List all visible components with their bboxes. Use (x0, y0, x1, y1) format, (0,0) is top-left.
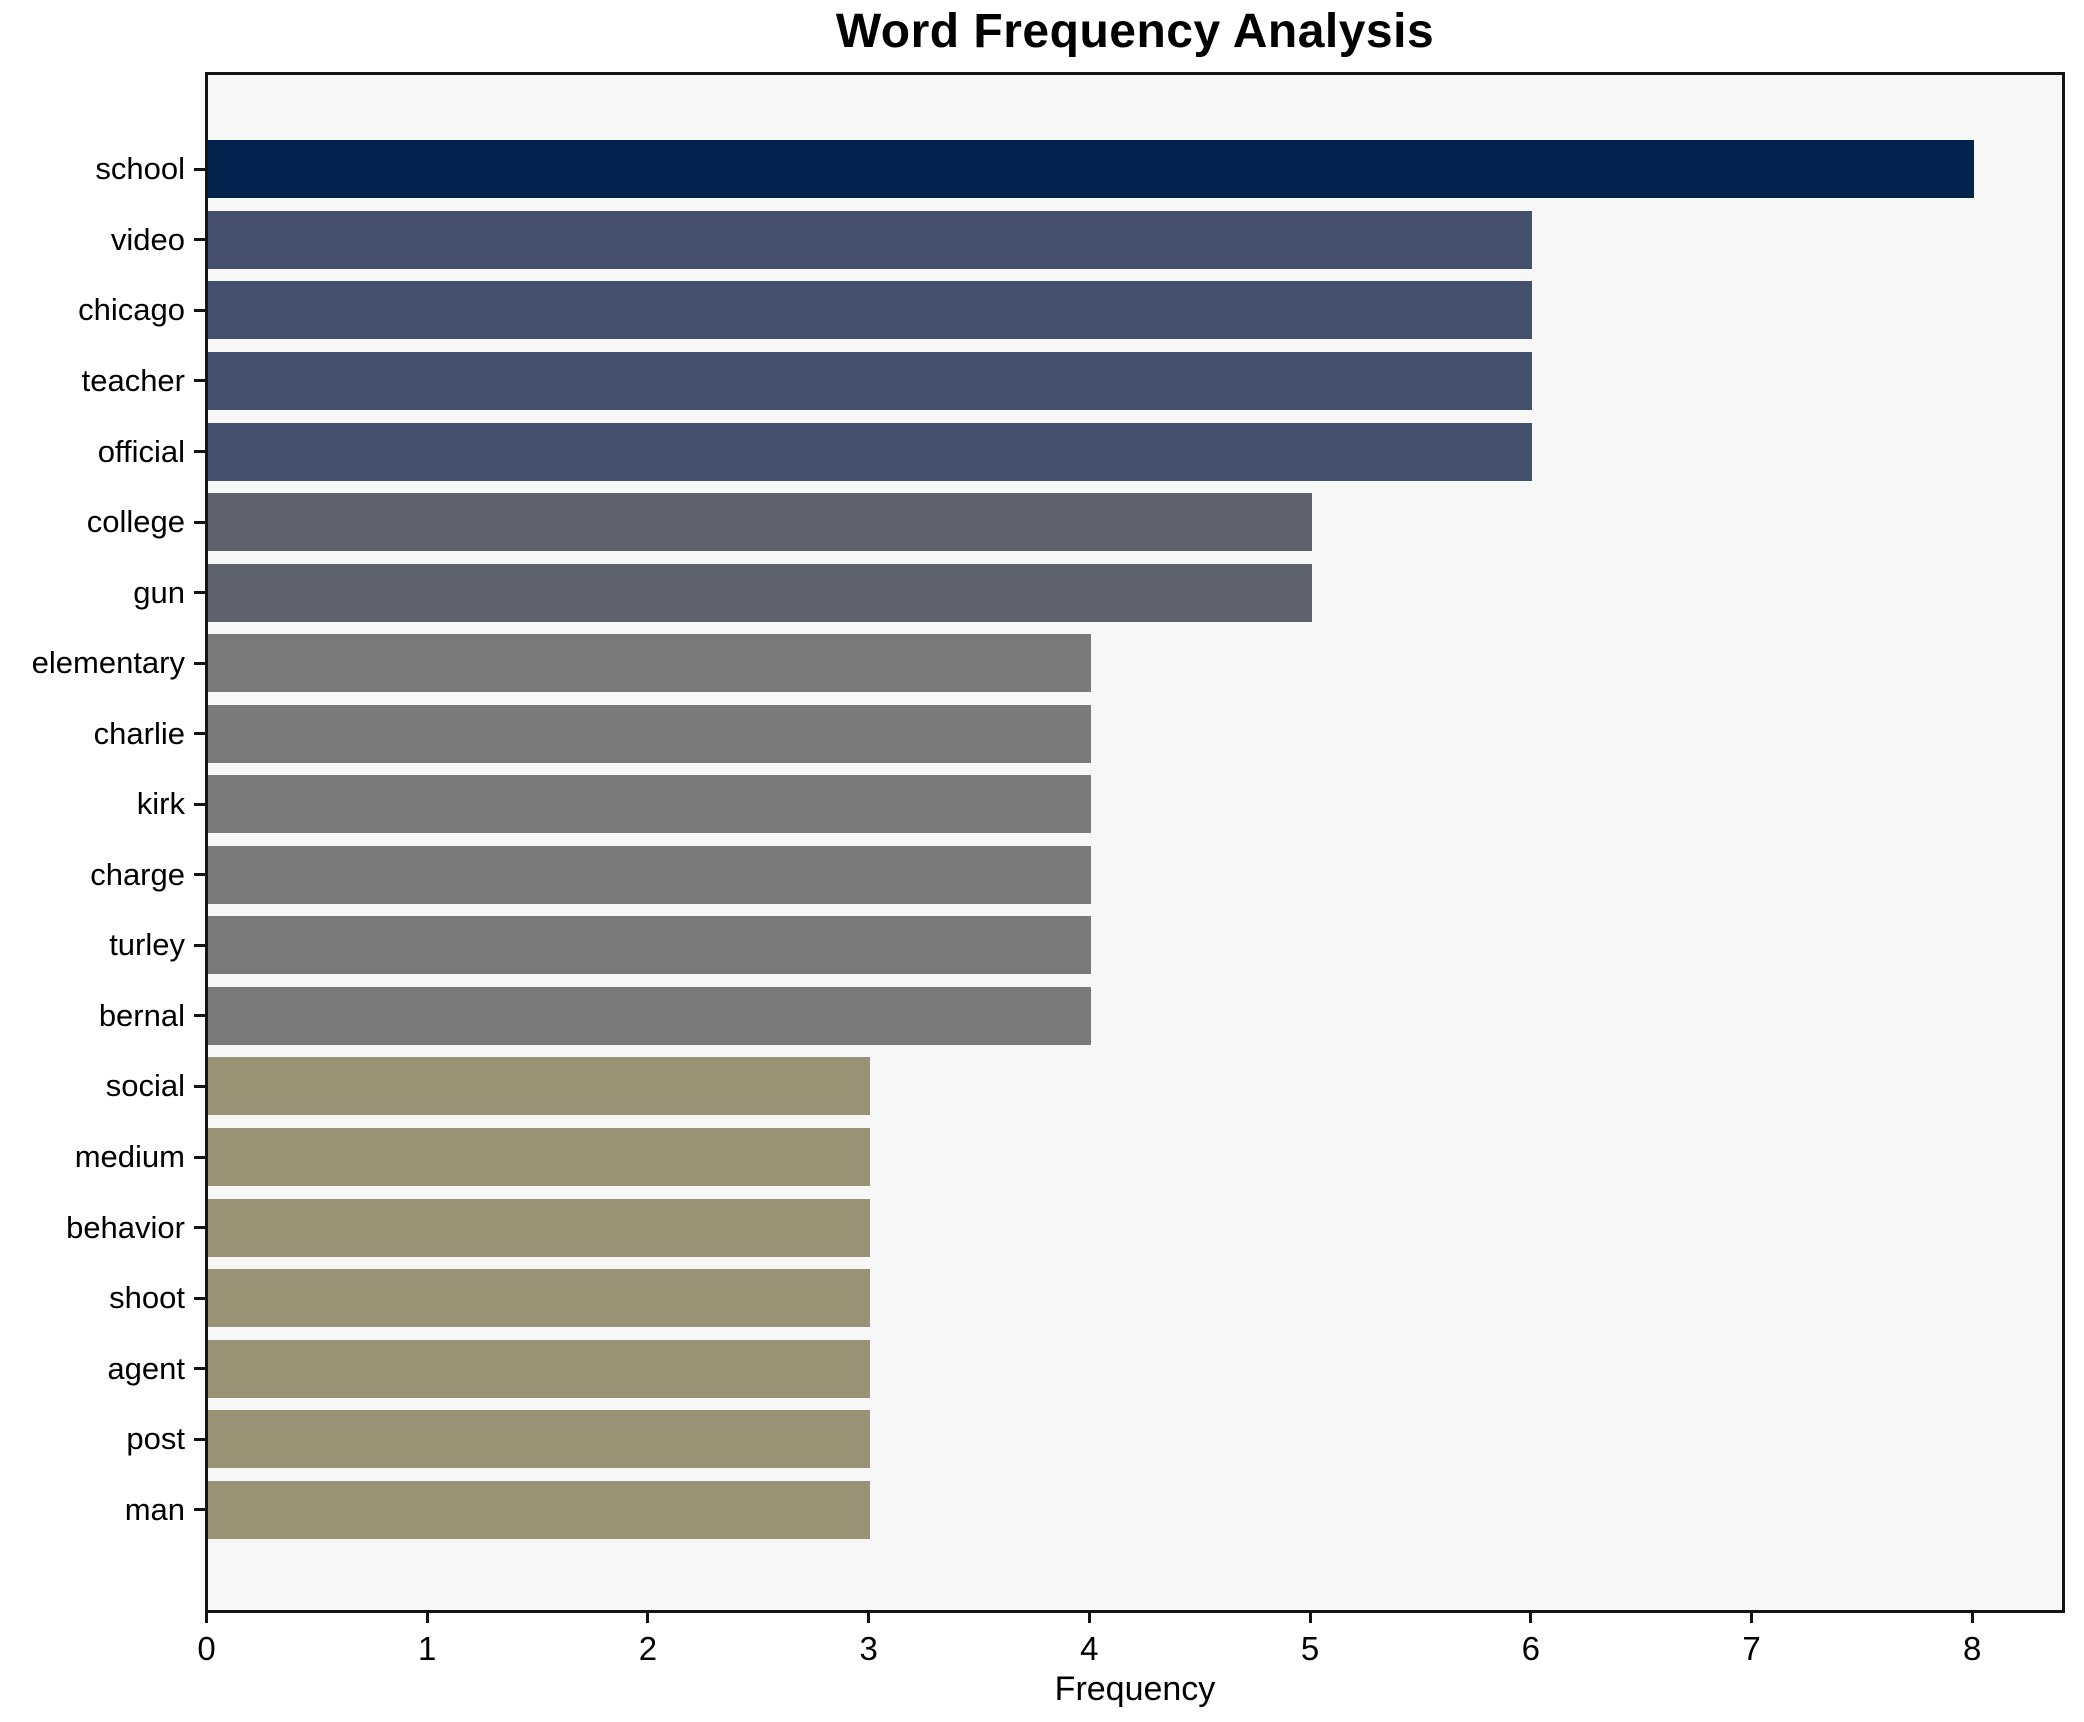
x-tick-label-7: 7 (1742, 1630, 1761, 1667)
y-tick-mark (194, 1155, 205, 1159)
bar-official (208, 422, 1533, 481)
y-tick-label-post: post (126, 1421, 185, 1457)
y-tick-mark (194, 1437, 205, 1441)
y-tick-label-elementary: elementary (31, 645, 185, 681)
bar-school (208, 140, 1974, 199)
bar-video (208, 210, 1533, 269)
x-tick-mark (646, 1613, 650, 1623)
y-tick-label-gun: gun (133, 574, 185, 610)
y-tick-mark (194, 802, 205, 806)
bar-medium (208, 1128, 871, 1186)
x-tick-label-5: 5 (1300, 1630, 1320, 1667)
bar-bernal (208, 986, 1091, 1045)
y-tick-label-shoot: shoot (109, 1280, 185, 1316)
y-tick-label-charge: charge (90, 856, 185, 892)
y-tick-mark (194, 661, 205, 665)
x-tick-label-8: 8 (1963, 1630, 1982, 1667)
x-tick-mark (1308, 1613, 1312, 1623)
y-tick-mark (194, 1508, 205, 1512)
y-tick-mark (194, 943, 205, 947)
y-tick-mark (194, 1226, 205, 1230)
bar-post (208, 1410, 871, 1469)
bar-social (208, 1057, 871, 1116)
x-tick-label-3: 3 (859, 1630, 878, 1667)
plot-area (205, 72, 2065, 1613)
x-tick-mark (425, 1613, 429, 1623)
x-tick-label-4: 4 (1080, 1630, 1099, 1667)
bar-charge (208, 845, 1091, 904)
bars-container (208, 75, 2062, 1610)
y-tick-label-kirk: kirk (136, 786, 185, 822)
y-tick-label-chicago: chicago (78, 292, 185, 328)
x-tick-label-1: 1 (418, 1630, 437, 1667)
y-tick-mark (194, 1296, 205, 1300)
y-tick-label-agent: agent (107, 1350, 185, 1386)
y-tick-mark (194, 1084, 205, 1088)
bar-agent (208, 1339, 871, 1398)
x-tick-mark (1970, 1613, 1974, 1623)
y-tick-mark (194, 167, 205, 171)
y-tick-label-medium: medium (74, 1139, 185, 1174)
x-tick-mark (1750, 1613, 1753, 1623)
x-tick-mark (1529, 1613, 1533, 1623)
x-tick-mark (205, 1613, 208, 1623)
x-tick-mark (1087, 1613, 1091, 1623)
chart-title: Word Frequency Analysis (835, 5, 1435, 58)
y-tick-mark (194, 520, 205, 524)
y-tick-mark (194, 591, 205, 595)
x-axis-label: Frequency (1054, 1670, 1216, 1708)
y-tick-label-social: social (105, 1068, 185, 1104)
y-tick-mark (194, 1367, 205, 1371)
y-tick-label-official: official (97, 433, 185, 469)
y-tick-label-college: college (86, 504, 185, 540)
bar-chicago (208, 281, 1533, 340)
bar-kirk (208, 775, 1091, 834)
y-tick-label-charlie: charlie (93, 715, 185, 751)
x-tick-label-2: 2 (638, 1630, 658, 1667)
y-tick-label-school: school (95, 151, 185, 187)
y-tick-mark (194, 450, 205, 453)
bar-shoot (208, 1269, 871, 1328)
y-tick-mark (194, 379, 205, 383)
bar-man (208, 1480, 871, 1539)
y-tick-label-turley: turley (109, 927, 185, 963)
y-tick-label-bernal: bernal (98, 997, 185, 1033)
y-tick-mark (194, 238, 205, 242)
y-tick-mark (194, 308, 205, 312)
bar-gun (208, 563, 1312, 622)
x-tick-label-0: 0 (197, 1630, 216, 1667)
y-tick-label-teacher: teacher (81, 362, 185, 398)
bar-behavior (208, 1198, 871, 1257)
bar-charlie (208, 704, 1091, 763)
x-tick-mark (867, 1613, 871, 1623)
y-tick-label-video: video (110, 221, 185, 257)
bar-teacher (208, 351, 1533, 410)
bar-college (208, 493, 1312, 552)
bar-turley (208, 916, 1091, 975)
y-tick-mark (194, 1014, 205, 1018)
y-tick-label-man: man (124, 1491, 185, 1527)
y-tick-label-behavior: behavior (66, 1209, 185, 1245)
x-tick-label-6: 6 (1521, 1630, 1540, 1667)
bar-elementary (208, 634, 1091, 693)
y-tick-mark (194, 873, 205, 877)
y-tick-mark (194, 732, 205, 736)
